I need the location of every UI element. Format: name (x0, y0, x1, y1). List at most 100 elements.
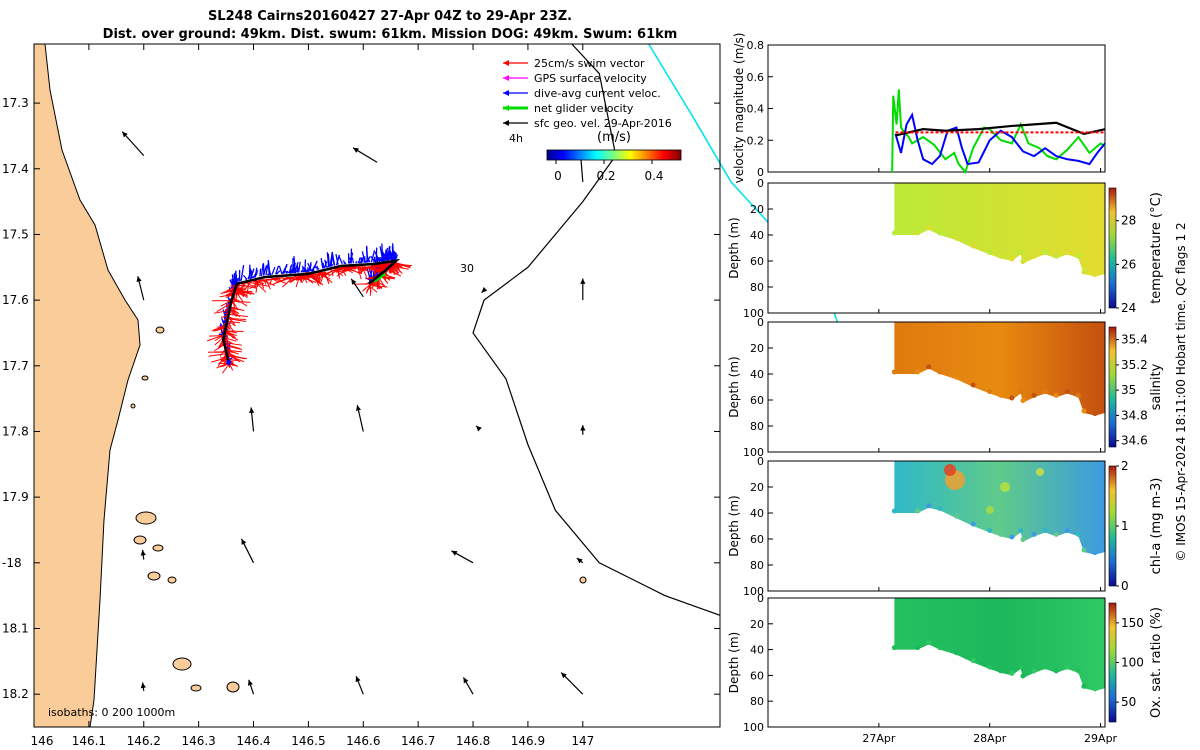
island (147, 571, 161, 581)
oxygen-y-tick-label: 60 (750, 669, 764, 682)
salinity-sample-dot (915, 369, 921, 375)
map-x-tick-label: 146.1 (72, 734, 106, 748)
salinity-sample-dot (1042, 389, 1048, 394)
swim-vector (231, 300, 239, 311)
chlorophyll-sample-dot (926, 503, 932, 509)
chlorophyll-colorbar-tick-label: 0 (1121, 579, 1129, 593)
island (167, 576, 177, 584)
current-vector (368, 259, 371, 263)
chlorophyll-sample-dot (1042, 528, 1048, 533)
sfc-arrow-head (576, 558, 583, 564)
oxygen-sample-dot (1020, 673, 1026, 679)
velocity-y-tick-label: 0.6 (747, 71, 765, 84)
swim-vector (219, 348, 226, 357)
temperature-colorbar (1108, 187, 1117, 309)
temperature-sample-dot (1075, 253, 1081, 259)
island (133, 535, 147, 545)
swim-vector (221, 364, 230, 374)
salinity-axes-frame (767, 321, 1106, 453)
swim-vector (385, 271, 387, 279)
current-vector (260, 263, 264, 276)
salinity-colorbar (1108, 326, 1117, 448)
current-vector (322, 262, 325, 269)
velocity-y-tick-label: 0.2 (747, 134, 765, 147)
swim-vector (226, 353, 241, 363)
current-vector (275, 270, 281, 275)
sfc-arrow-head (481, 287, 488, 293)
chlorophyll-ylabel: Depth (m) (727, 495, 741, 556)
temperature-sample-dot (891, 230, 897, 236)
swim-vector (360, 265, 369, 273)
sfc-arrow-head (136, 276, 142, 282)
velocity-series-line (891, 89, 1106, 175)
chlorophyll-sample-dot (1020, 537, 1026, 543)
current-vector (283, 263, 288, 274)
map-x-tick-label: 146.2 (127, 734, 161, 748)
swim-vector (235, 283, 246, 295)
sfc-arrow-head (140, 549, 146, 556)
map-x-tick-label: 146.3 (181, 734, 215, 748)
track-start-marker (226, 360, 232, 366)
sfc-arrow-head (249, 407, 255, 414)
temperature-y-tick-label: 100 (743, 307, 764, 320)
temperature-sample-dot (1009, 256, 1015, 262)
salinity-sample-dot (953, 374, 959, 380)
chlorophyll-colorbar-tick-label: 2 (1121, 459, 1129, 473)
salinity-sample-dot (926, 364, 932, 370)
salinity-sample-dot (1020, 398, 1026, 404)
legend-label: sfc geo. vel. 29-Apr-2016 (534, 117, 672, 130)
swim-vector (387, 263, 396, 272)
oxygen-sample-dot (970, 658, 976, 663)
colorbar-tick-label: 0 (554, 169, 562, 183)
chlorophyll-sample-dot (1092, 550, 1098, 556)
swim-vector (223, 338, 234, 345)
time-tick-label: 27Apr (862, 732, 896, 745)
oxygen-sample-dot (1075, 668, 1081, 674)
sfc-arrow-head (476, 425, 482, 432)
oxygen-y-tick-label: 40 (750, 644, 764, 657)
sfc-arrow-head (247, 679, 253, 686)
map-x-tick-label: 146.6 (346, 734, 380, 748)
temperature-axes-frame (767, 182, 1106, 314)
temperature-sample-dot (1042, 250, 1048, 255)
map-y-tick-label: 17.9 (2, 490, 29, 504)
chlorophyll-sample-dot (1031, 531, 1037, 537)
chlorophyll-y-tick-label: 80 (750, 559, 764, 572)
temperature-sample-dot (970, 243, 976, 249)
current-vector (329, 252, 333, 267)
chlorophyll-sample-dot (915, 508, 921, 514)
salinity-y-tick-label: 20 (750, 342, 764, 355)
oxygen-colorbar-tick-label: 100 (1121, 656, 1144, 670)
temperature-sample-dot (915, 230, 921, 236)
oxygen-axes-frame (767, 597, 1106, 728)
salinity-y-tick-label: 100 (743, 446, 764, 459)
sfc-arrow-head (580, 425, 586, 431)
island (130, 403, 136, 409)
swim-vector (389, 267, 392, 274)
island (155, 326, 165, 334)
chl-hotspot (1000, 482, 1010, 492)
oxygen-sample-dot (1081, 683, 1087, 689)
swim-vector (230, 307, 239, 311)
current-vector (298, 261, 301, 273)
swim-vector (340, 266, 360, 268)
temperature-sample-dot (1020, 259, 1026, 265)
swim-vector (378, 264, 386, 267)
legend-label: net glider velocity (534, 102, 634, 115)
oxygen-colorbar-label: Ox. sat. ratio (%) (1149, 607, 1164, 718)
current-vector (275, 265, 280, 275)
salinity-sample-dot (1081, 408, 1087, 414)
chl-hotspot (944, 464, 956, 476)
salinity-sample-dot (937, 369, 943, 375)
swim-vector (244, 282, 251, 290)
map-x-tick-label: 146 (31, 734, 54, 748)
chlorophyll-sample-dot (1075, 531, 1081, 537)
chlorophyll-colorbar (1108, 465, 1117, 587)
oxygen-y-tick-label: 20 (750, 618, 764, 631)
chart-title-line1: SL248 Cairns20160427 27-Apr 04Z to 29-Ap… (207, 9, 573, 24)
island (141, 375, 149, 381)
map-x-tick-label: 147 (571, 734, 594, 748)
salinity-sample-dot (987, 389, 993, 394)
salinity-colorbar-tick-label: 35.2 (1121, 358, 1148, 372)
legend-swatch-head (503, 120, 509, 126)
